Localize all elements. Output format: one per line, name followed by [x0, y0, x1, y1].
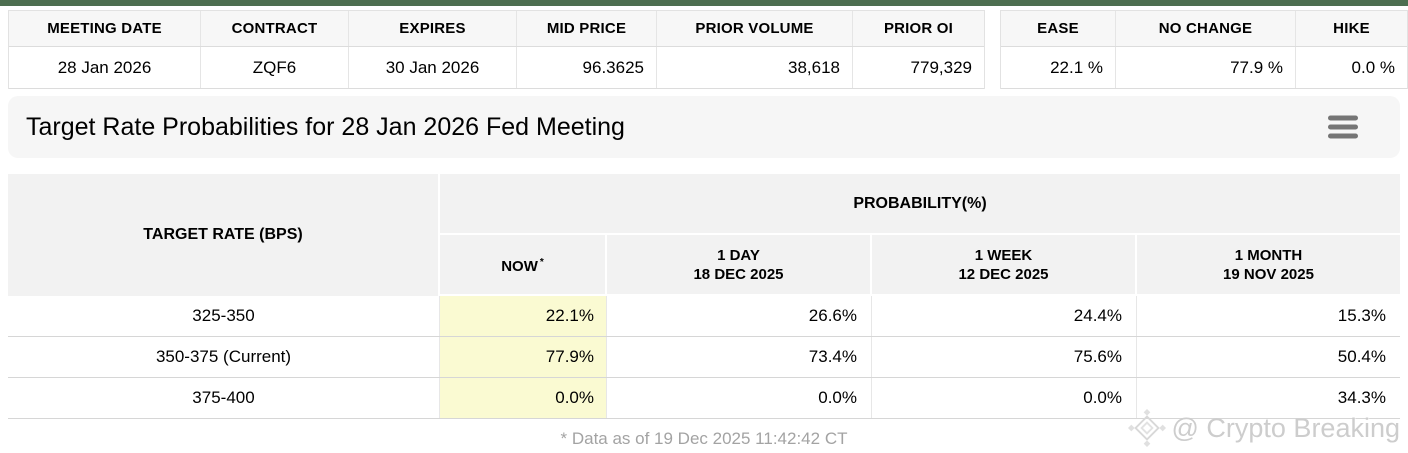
- col-header-now: NOW *: [440, 235, 607, 294]
- hamburger-icon: [1328, 124, 1358, 130]
- hamburger-icon: [1328, 115, 1358, 121]
- probability-table: TARGET RATE (BPS) PROBABILITY(%) NOW * 1 …: [8, 174, 1400, 419]
- month-probability-cell: 34.3%: [1337, 388, 1386, 407]
- contract-summary-table: MEETING DATE CONTRACT EXPIRES MID PRICE …: [8, 10, 985, 89]
- now-probability-cell: 0.0%: [440, 378, 607, 418]
- hamburger-menu-button[interactable]: [1324, 112, 1362, 143]
- contract-summary-header-row: MEETING DATE CONTRACT EXPIRES MID PRICE …: [9, 11, 984, 47]
- now-probability-cell: 22.1%: [440, 296, 607, 336]
- asterisk-marker: *: [539, 257, 544, 268]
- col-header-expires: EXPIRES: [349, 11, 517, 46]
- now-probability-cell: 77.9%: [440, 337, 607, 377]
- crypto-breaking-logo-icon: [1127, 409, 1166, 447]
- col-header-contract: CONTRACT: [201, 11, 349, 46]
- page-title: Target Rate Probabilities for 28 Jan 202…: [26, 112, 625, 141]
- action-summary-data-row: 22.1 % 77.9 % 0.0 %: [1001, 47, 1407, 89]
- week-probability-cell: 0.0%: [872, 378, 1137, 418]
- target-rate-cell: 375-400: [8, 378, 440, 418]
- target-rate-cell: 350-375 (Current): [8, 337, 440, 377]
- week-probability-cell: 24.4%: [872, 296, 1137, 336]
- col-header-meeting-date: MEETING DATE: [9, 11, 201, 46]
- table-row: 375-400 0.0% 0.0% 0.0% 34.3%: [8, 378, 1400, 419]
- watermark-text: @ Crypto Breaking: [1171, 412, 1401, 443]
- data-as-of-footnote: * Data as of 19 Dec 2025 11:42:42 CT: [560, 429, 848, 448]
- day-probability-cell: 26.6%: [607, 296, 872, 336]
- month-probability-cell: 15.3%: [1337, 306, 1386, 325]
- target-rate-cell: 325-350: [8, 296, 440, 336]
- month-probability-cell: 50.4%: [1337, 347, 1386, 366]
- prior-oi-value: 779,329: [910, 57, 972, 77]
- expires-value: 30 Jan 2026: [349, 47, 517, 88]
- week-probability-cell: 75.6%: [872, 337, 1137, 377]
- day-probability-cell: 73.4%: [607, 337, 872, 377]
- probability-table-header: TARGET RATE (BPS) PROBABILITY(%) NOW * 1 …: [8, 174, 1400, 296]
- meeting-date-value: 28 Jan 2026: [9, 47, 201, 88]
- probability-group-header: PROBABILITY(%): [440, 174, 1400, 235]
- ease-value: 22.1 %: [1001, 47, 1116, 88]
- col-header-1-month: 1 MONTH 19 NOV 2025: [1137, 235, 1400, 294]
- col-header-ease: EASE: [1001, 11, 1116, 46]
- hike-value: 0.0 %: [1351, 57, 1395, 77]
- table-row: 350-375 (Current) 77.9% 73.4% 75.6% 50.4…: [8, 337, 1400, 378]
- col-header-1-week: 1 WEEK 12 DEC 2025: [872, 235, 1137, 294]
- hamburger-icon: [1328, 133, 1358, 139]
- col-header-prior-volume: PRIOR VOLUME: [657, 11, 853, 46]
- action-summary-table: EASE NO CHANGE HIKE 22.1 % 77.9 % 0.0 %: [1000, 10, 1408, 89]
- day-probability-cell: 0.0%: [607, 378, 872, 418]
- col-header-prior-oi: PRIOR OI: [883, 20, 954, 37]
- no-change-value: 77.9 %: [1116, 47, 1296, 88]
- watermark: @ Crypto Breaking: [1127, 409, 1401, 447]
- col-header-mid-price: MID PRICE: [517, 11, 657, 46]
- col-header-hike: HIKE: [1333, 20, 1370, 37]
- chart-title-bar: Target Rate Probabilities for 28 Jan 202…: [8, 96, 1400, 158]
- col-header-1-day: 1 DAY 18 DEC 2025: [607, 235, 872, 294]
- contract-value: ZQF6: [201, 47, 349, 88]
- prior-volume-value: 38,618: [657, 47, 853, 88]
- col-header-no-change: NO CHANGE: [1116, 11, 1296, 46]
- mid-price-value: 96.3625: [517, 47, 657, 88]
- table-row: 325-350 22.1% 26.6% 24.4% 15.3%: [8, 296, 1400, 337]
- action-summary-header-row: EASE NO CHANGE HIKE: [1001, 11, 1407, 47]
- target-rate-header: TARGET RATE (BPS): [8, 174, 440, 296]
- top-accent-bar: [0, 0, 1408, 6]
- contract-summary-data-row: 28 Jan 2026 ZQF6 30 Jan 2026 96.3625 38,…: [9, 47, 984, 89]
